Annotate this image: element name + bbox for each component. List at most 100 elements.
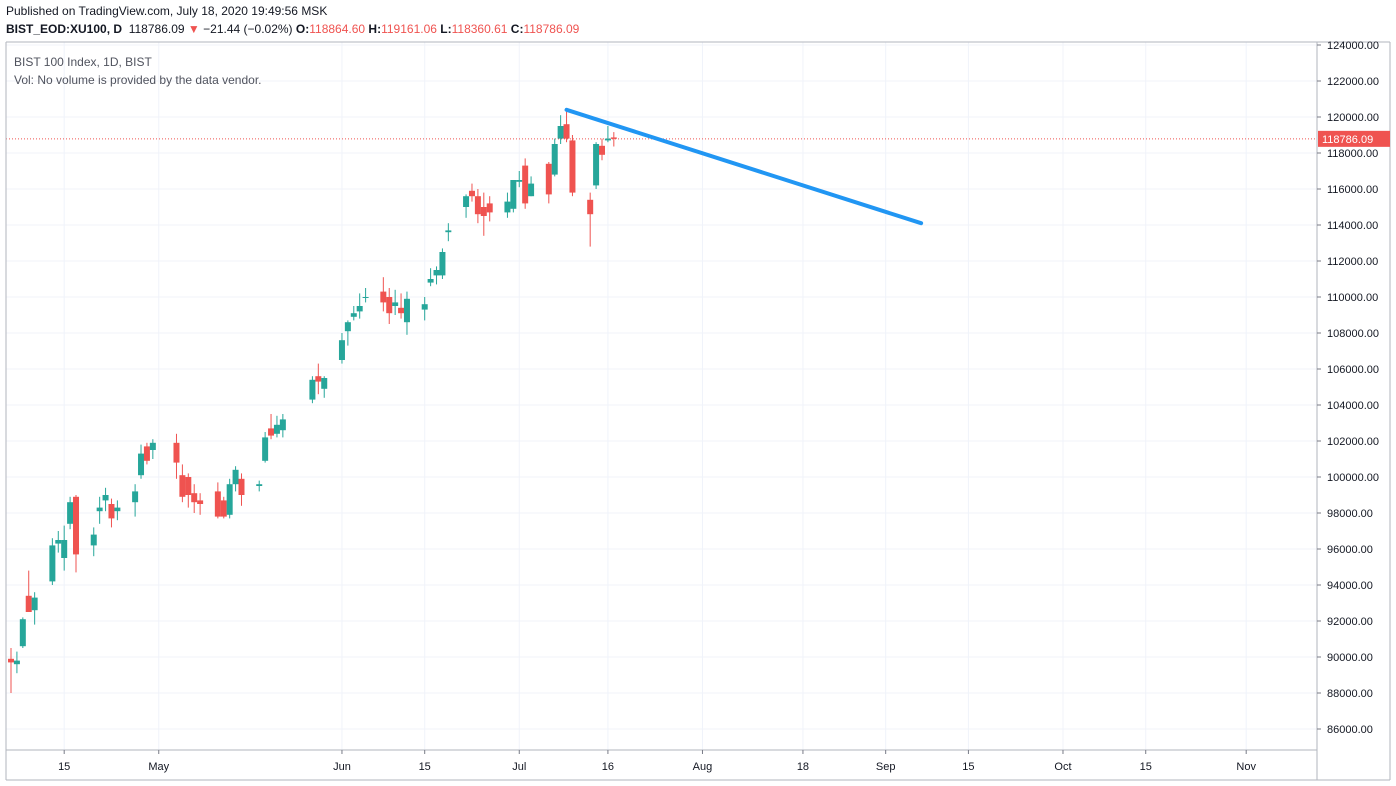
candle <box>356 293 363 319</box>
x-tick-label: 16 <box>602 761 614 773</box>
candle-body <box>197 500 204 504</box>
candle <box>528 176 535 197</box>
candle-body <box>143 446 150 461</box>
last-price-badge-label: 118786.09 <box>1322 134 1373 146</box>
y-tick-label: 86000.00 <box>1327 724 1373 736</box>
candle-body <box>8 658 14 663</box>
candle <box>510 180 517 213</box>
candle-body <box>439 252 446 276</box>
open-label: O: <box>295 22 310 36</box>
close-value: 118786.09 <box>523 22 580 36</box>
candle <box>268 414 275 440</box>
y-tick-label: 118000.00 <box>1327 148 1378 160</box>
candle <box>344 320 351 346</box>
candle <box>138 444 145 479</box>
candle <box>179 464 186 503</box>
y-tick-label: 104000.00 <box>1327 400 1379 412</box>
candle <box>132 484 139 517</box>
candle <box>362 288 369 303</box>
candle <box>55 531 62 553</box>
grid-lines <box>6 42 1317 750</box>
candle-body <box>421 304 428 310</box>
candle-body <box>510 180 517 209</box>
candle <box>102 487 109 512</box>
candle <box>90 527 97 557</box>
candle <box>516 171 523 188</box>
candle-body <box>279 419 286 431</box>
candle <box>220 496 227 519</box>
candle <box>380 277 387 312</box>
symbol-label[interactable]: BIST_EOD:XU100, D <box>6 22 123 36</box>
trendline-drawing[interactable] <box>564 107 924 226</box>
candle-body <box>551 144 558 175</box>
candle <box>604 126 611 143</box>
candle-body <box>321 378 328 389</box>
y-tick-label: 122000.00 <box>1327 76 1379 88</box>
candle-body <box>132 491 139 503</box>
chart-legend: BIST 100 Index, 1D, BIST Vol: No volume … <box>14 53 261 89</box>
candle <box>486 196 493 222</box>
time-axis[interactable]: 15 May Jun 15 Jul 16 Aug 18 Sep 15 Oct 15 Nov <box>58 750 1256 773</box>
y-tick-label: 98000.00 <box>1327 508 1373 520</box>
candle <box>309 376 316 404</box>
candle <box>551 138 558 177</box>
candle-body <box>262 437 269 461</box>
candle <box>593 142 600 189</box>
y-tick-label: 116000.00 <box>1327 184 1378 196</box>
candle <box>522 158 529 209</box>
x-tick-label: May <box>148 761 169 773</box>
candle-body <box>256 484 263 486</box>
candle <box>8 648 14 693</box>
candle <box>232 466 239 492</box>
candle <box>392 289 399 315</box>
x-tick-label: 15 <box>419 761 431 773</box>
candle-body <box>268 428 275 436</box>
candle <box>49 538 56 585</box>
candle <box>262 432 269 463</box>
candle <box>403 291 410 335</box>
candle-body <box>386 297 393 314</box>
candle-body <box>338 340 345 360</box>
candle-body <box>427 279 434 283</box>
down-arrow-icon: ▼ <box>187 22 200 36</box>
candle <box>610 132 617 147</box>
y-tick-label: 92000.00 <box>1327 616 1373 628</box>
y-tick-label: 88000.00 <box>1327 688 1373 700</box>
y-tick-label: 108000.00 <box>1327 328 1379 340</box>
candle-body <box>102 495 109 501</box>
candle-body <box>149 442 156 450</box>
candle <box>474 189 481 224</box>
x-tick-label: Sep <box>876 761 896 773</box>
chart-frame <box>5 41 1391 781</box>
candle-body <box>55 540 62 544</box>
trendline[interactable] <box>564 107 924 226</box>
close-label: C: <box>510 22 524 36</box>
candle <box>31 592 38 625</box>
candle-body <box>468 190 475 197</box>
candle-body <box>173 442 180 463</box>
last-price-badge <box>1318 130 1390 147</box>
candle <box>173 433 180 479</box>
candle <box>279 414 286 438</box>
candle-body <box>599 145 605 155</box>
candle-body <box>445 230 452 233</box>
ohlc-header: BIST_EOD:XU100, D 118786.09 ▼ −21.44 (−0… <box>6 22 579 36</box>
candle <box>25 570 32 612</box>
legend-title: BIST 100 Index, 1D, BIST <box>14 55 152 69</box>
candle-body <box>593 144 600 186</box>
candle-body <box>344 322 351 332</box>
candle-body <box>179 475 186 497</box>
y-tick-label: 90000.00 <box>1327 652 1373 664</box>
candle-body <box>480 207 487 216</box>
candle <box>504 192 511 218</box>
x-tick-label: 15 <box>962 761 974 773</box>
candle-body <box>67 502 74 524</box>
candle-body <box>49 545 56 582</box>
candle-body <box>563 124 570 139</box>
candle <box>463 194 470 218</box>
candle <box>256 480 263 492</box>
price-axis[interactable]: 86000.00 88000.00 90000.00 92000.00 94000.00… <box>1317 40 1390 736</box>
y-tick-label: 110000.00 <box>1327 292 1378 304</box>
candle-body <box>315 376 322 382</box>
